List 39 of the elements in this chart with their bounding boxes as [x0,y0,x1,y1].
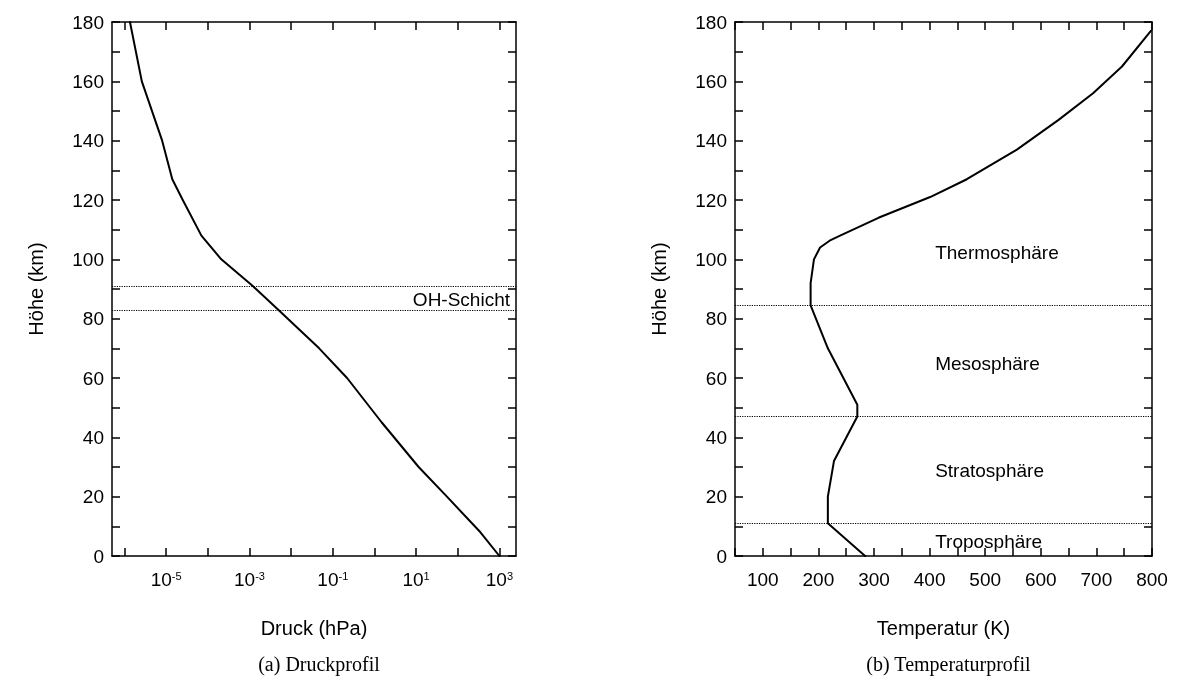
y-tick-label: 40 [705,426,727,448]
y-tick-label: 120 [695,189,727,211]
y-tick-label: 120 [72,189,104,211]
y-tick-label: 180 [72,11,104,33]
y-tick-label: 0 [93,545,104,567]
y-tick-label: 140 [695,130,727,152]
y-tick-label: 180 [695,11,727,33]
x-tick-label: 600 [1024,569,1057,590]
y-tick-label: 60 [705,367,727,389]
text: (b) Temperaturprofil [866,653,1032,676]
y-tick-label: 80 [82,308,104,330]
text: (a) Druckprofil [258,653,381,676]
y-tick-label: 160 [72,70,104,92]
y-tick-label: 40 [82,426,104,448]
y-tick-label: 20 [705,486,727,508]
y-axis-title: Höhe (km) [25,242,47,336]
y-tick-label: 60 [82,367,104,389]
y-tick-label: 100 [72,248,104,270]
x-tick-label: 300 [858,569,890,590]
x-axis-title: Druck (hPa) [260,617,368,639]
x-tick-label: 100 [746,569,779,590]
x-tick-label: 700 [1080,569,1113,590]
x-tick-label: 200 [802,569,835,590]
x-tick-label: 400 [913,569,946,590]
annotation: Troposphäre [935,531,1043,553]
y-tick-label: 80 [705,308,727,330]
y-tick-label: 140 [72,130,104,152]
y-tick-label: 100 [695,248,727,270]
x-axis-title: Temperatur (K) [876,617,1011,639]
annotation: Mesosphäre [935,353,1040,375]
annotation: Stratosphäre [935,459,1044,481]
annotation: OH-Schicht [412,289,511,311]
x-tick-label: 800 [1136,569,1168,590]
y-tick-label: 0 [716,545,727,567]
annotation: Thermosphäre [935,241,1059,263]
x-tick-label: 500 [969,569,1002,590]
y-tick-label: 20 [82,486,104,508]
y-axis-title: Höhe (km) [648,242,670,336]
y-tick-label: 160 [695,70,727,92]
